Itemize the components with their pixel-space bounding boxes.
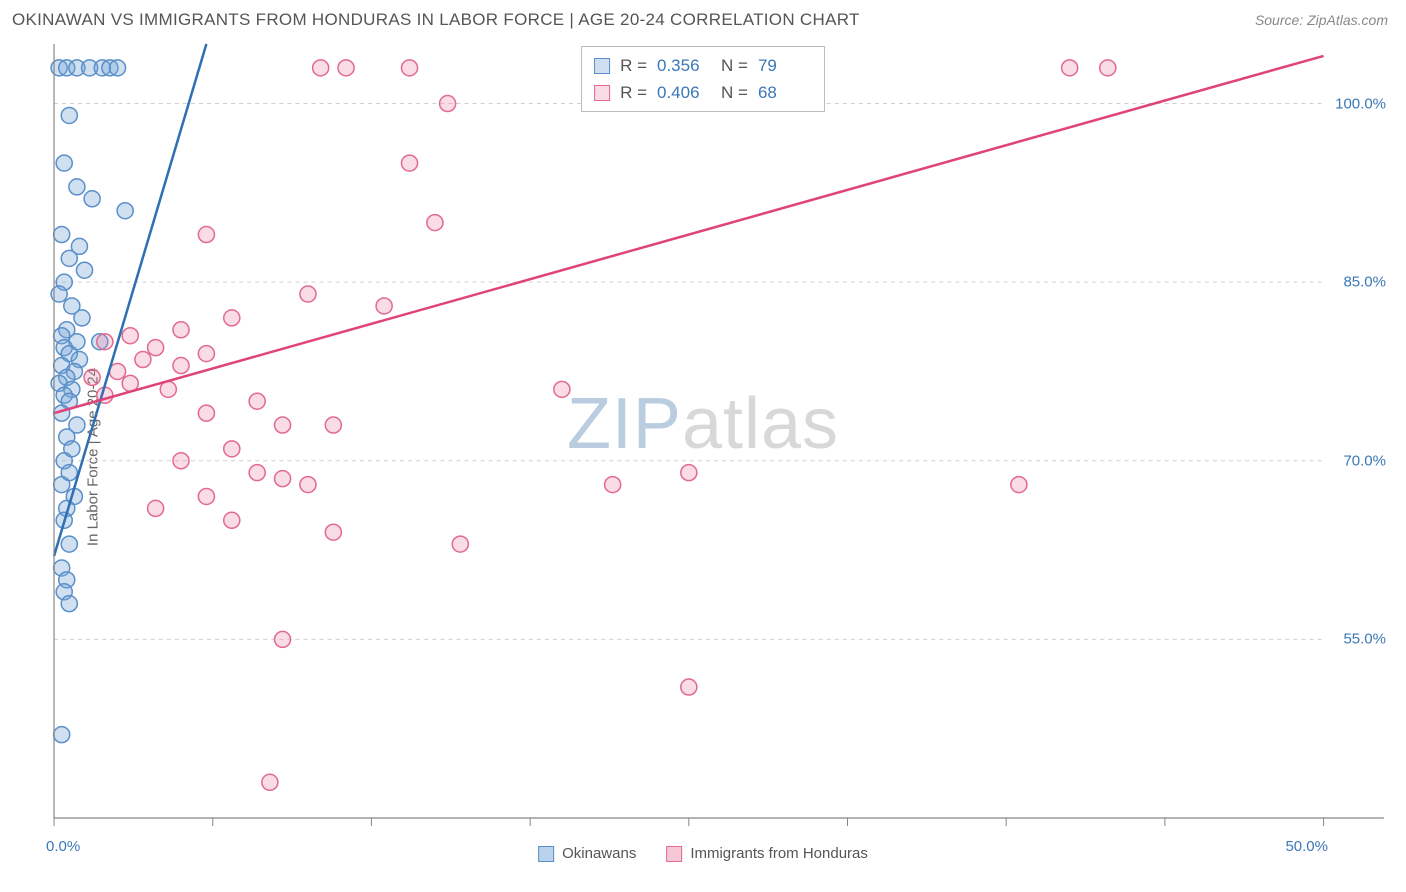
stats-n-label: N =	[721, 79, 748, 106]
stats-n-value-2: 68	[758, 79, 812, 106]
chart-title: OKINAWAN VS IMMIGRANTS FROM HONDURAS IN …	[12, 10, 860, 30]
stats-r-label: R =	[620, 52, 647, 79]
legend-label-2: Immigrants from Honduras	[690, 845, 868, 862]
stats-r-label: R =	[620, 79, 647, 106]
stats-swatch-1	[594, 58, 610, 74]
stats-legend: R = 0.356 N = 79 R = 0.406 N = 68	[581, 46, 825, 112]
legend-item-1: Okinawans	[538, 845, 636, 862]
y-tick-label: 100.0%	[1335, 95, 1386, 112]
legend-swatch-1	[538, 846, 554, 862]
y-tick-label: 85.0%	[1343, 274, 1386, 291]
stats-n-value-1: 79	[758, 52, 812, 79]
x-min-label: 0.0%	[46, 838, 80, 855]
stats-r-value-2: 0.406	[657, 79, 711, 106]
x-max-label: 50.0%	[1285, 838, 1328, 855]
stats-swatch-2	[594, 85, 610, 101]
legend-item-2: Immigrants from Honduras	[666, 845, 868, 862]
stats-r-value-1: 0.356	[657, 52, 711, 79]
y-tick-label: 55.0%	[1343, 631, 1386, 648]
stats-row-series2: R = 0.406 N = 68	[594, 79, 812, 106]
stats-n-label: N =	[721, 52, 748, 79]
legend-swatch-2	[666, 846, 682, 862]
chart-source: Source: ZipAtlas.com	[1255, 12, 1388, 28]
y-tick-label: 70.0%	[1343, 452, 1386, 469]
scatter-plot	[46, 40, 1394, 836]
chart-container: In Labor Force | Age 20-24 ZIPatlas R = …	[12, 40, 1394, 874]
chart-header: OKINAWAN VS IMMIGRANTS FROM HONDURAS IN …	[0, 0, 1406, 38]
legend-label-1: Okinawans	[562, 845, 636, 862]
bottom-legend: Okinawans Immigrants from Honduras	[538, 845, 868, 862]
stats-row-series1: R = 0.356 N = 79	[594, 52, 812, 79]
